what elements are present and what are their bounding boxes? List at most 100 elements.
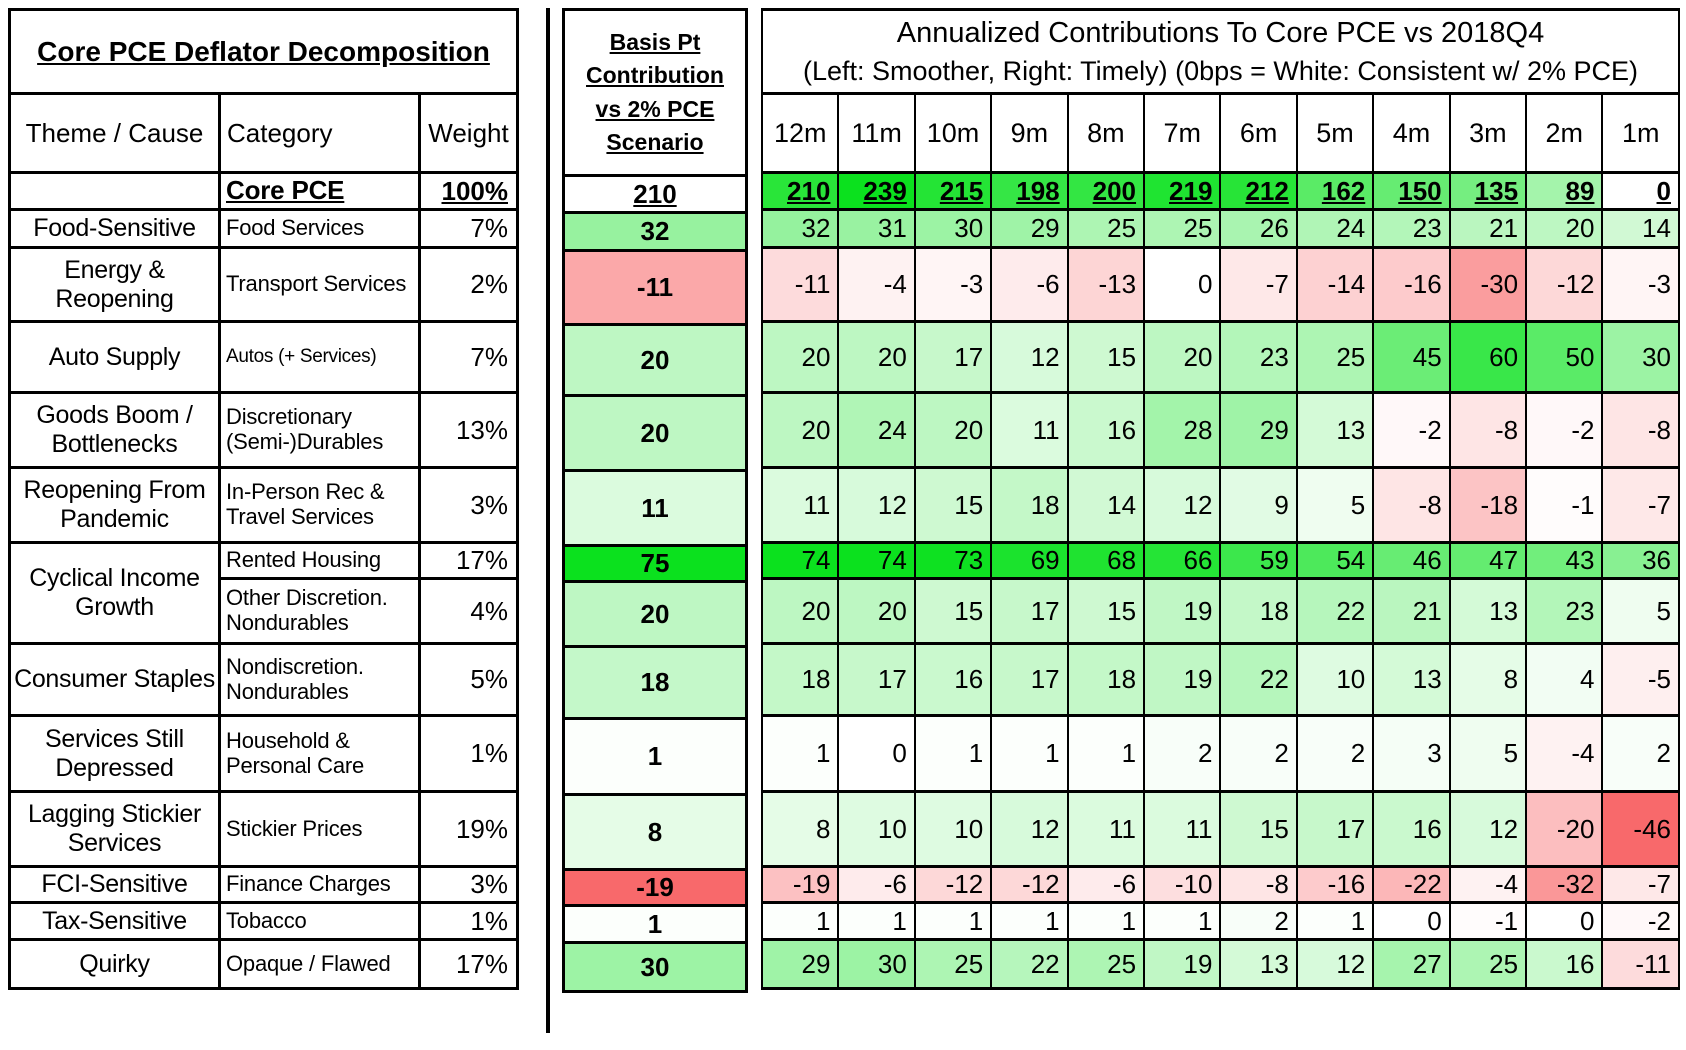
- heatmap-cell: 1: [913, 714, 993, 793]
- heatmap-cell: 47: [1448, 541, 1528, 580]
- heatmap-cell: -6: [1066, 865, 1146, 904]
- weight-cell: 5%: [418, 642, 519, 717]
- heatmap-cell: 89: [1525, 171, 1604, 211]
- theme-cell: Food-Sensitive: [8, 208, 221, 249]
- heatmap-cell: 16: [1372, 790, 1451, 868]
- month-header-cell: 1m: [1601, 92, 1680, 174]
- heatmap-cell: -4: [837, 246, 916, 323]
- heatmap-cell: -16: [1372, 246, 1451, 323]
- category-cell: Finance Charges: [218, 865, 421, 904]
- heatmap-cell: 219: [1143, 171, 1222, 211]
- heatmap-cell: 10: [913, 790, 993, 868]
- heatmap-cell: 11: [1143, 790, 1222, 868]
- heatmap-cell: 32: [760, 208, 840, 249]
- heatmap-cell: 29: [990, 208, 1069, 249]
- heatmap-cell: 19: [1143, 938, 1222, 990]
- heatmap-cell: 5: [1295, 466, 1375, 544]
- heatmap-cell: 18: [760, 642, 840, 717]
- heatmap-cell: 198: [990, 171, 1069, 211]
- heatmap-cell: 239: [837, 171, 916, 211]
- weight-cell: 2%: [418, 246, 519, 323]
- heatmap-cell: 16: [1066, 391, 1146, 469]
- heatmap-cell: 12: [990, 790, 1069, 868]
- heatmap-cell: 25: [1066, 938, 1146, 990]
- heatmap-cell: 20: [837, 320, 916, 394]
- column-header-category: Category: [218, 92, 421, 174]
- basis-point-cell: 75: [562, 544, 748, 583]
- heatmap-cell: 11: [1066, 790, 1146, 868]
- month-header-cell: 8m: [1066, 92, 1146, 174]
- heatmap-cell: -8: [1372, 466, 1451, 544]
- heatmap-cell: 25: [913, 938, 993, 990]
- heatmap-cell: 54: [1295, 541, 1375, 580]
- theme-cell: Auto Supply: [8, 320, 221, 394]
- heatmap-cell: 36: [1601, 541, 1680, 580]
- heatmap-cell: 74: [760, 541, 840, 580]
- heatmap-cell: 12: [1143, 466, 1222, 544]
- month-header-cell: 12m: [760, 92, 840, 174]
- heatmap-cell: -7: [1601, 466, 1680, 544]
- heatmap-cell: 20: [1143, 320, 1222, 394]
- heatmap-cell: -32: [1525, 865, 1604, 904]
- heatmap-cell: -19: [760, 865, 840, 904]
- heatmap-cell: 0: [1525, 901, 1604, 941]
- basis-point-cell: 20: [562, 323, 748, 397]
- heatmap-cell: -2: [1601, 901, 1680, 941]
- heatmap-cell: 10: [1295, 642, 1375, 717]
- heatmap-cell: 3: [1372, 714, 1451, 793]
- heatmap-cell: 135: [1448, 171, 1528, 211]
- theme-cell: [8, 171, 221, 211]
- heatmap-cell: 13: [1219, 938, 1298, 990]
- heatmap-cell: -6: [837, 865, 916, 904]
- heatmap-cell: 1: [1066, 901, 1146, 941]
- heatmap-cell: -8: [1601, 391, 1680, 469]
- heatmap-cell: 16: [1525, 938, 1604, 990]
- heatmap-cell: 150: [1372, 171, 1451, 211]
- heatmap-cell: -11: [760, 246, 840, 323]
- theme-cell: Lagging Stickier Services: [8, 790, 221, 868]
- heatmap-title: Annualized Contributions To Core PCE vs …: [761, 8, 1680, 95]
- panel-separator-line: [546, 8, 550, 1033]
- category-cell: In-Person Rec & Travel Services: [218, 466, 421, 544]
- heatmap-cell: -4: [1525, 714, 1604, 793]
- weight-cell: 1%: [418, 714, 519, 793]
- basis-point-cell: 32: [562, 211, 748, 252]
- category-cell: Food Services: [218, 208, 421, 249]
- month-header-cell: 2m: [1525, 92, 1604, 174]
- category-cell: Rented Housing: [218, 541, 421, 580]
- heatmap-cell: 16: [913, 642, 993, 717]
- weight-cell: 7%: [418, 208, 519, 249]
- heatmap-cell: -18: [1448, 466, 1528, 544]
- heatmap-cell: 12: [837, 466, 916, 544]
- heatmap-cell: 24: [837, 391, 916, 469]
- heatmap-cell: 1: [990, 901, 1069, 941]
- heatmap-cell: 17: [837, 642, 916, 717]
- theme-cell: Consumer Staples: [8, 642, 221, 717]
- heatmap-cell: -7: [1601, 865, 1680, 904]
- heatmap-cell: 66: [1143, 541, 1222, 580]
- heatmap-cell: 43: [1525, 541, 1604, 580]
- heatmap-cell: 26: [1219, 208, 1298, 249]
- heatmap-cell: 1: [837, 901, 916, 941]
- left-panel-title-text: Core PCE Deflator Decomposition: [37, 35, 490, 67]
- heatmap-cell: -5: [1601, 642, 1680, 717]
- heatmap-cell: -20: [1525, 790, 1604, 868]
- heatmap-cell: -7: [1219, 246, 1298, 323]
- month-header-cell: 3m: [1448, 92, 1528, 174]
- theme-cell: Quirky: [8, 938, 221, 990]
- category-cell: Core PCE: [218, 171, 421, 211]
- weight-cell: 7%: [418, 320, 519, 394]
- weight-cell: 1%: [418, 901, 519, 941]
- heatmap-cell: 215: [913, 171, 993, 211]
- heatmap-cell: 13: [1372, 642, 1451, 717]
- basis-point-cell: 20: [562, 394, 748, 472]
- heatmap-cell: 2: [1219, 901, 1298, 941]
- heatmap-cell: 2: [1143, 714, 1222, 793]
- heatmap-cell: 29: [760, 938, 840, 990]
- heatmap-title-line2: (Left: Smoother, Right: Timely) (0bps = …: [802, 55, 1639, 86]
- heatmap-cell: 19: [1143, 642, 1222, 717]
- category-cell: Other Discretion. Nondurables: [218, 577, 421, 645]
- heatmap-cell: 22: [1295, 577, 1375, 645]
- heatmap-cell: 30: [913, 208, 993, 249]
- month-header-cell: 11m: [837, 92, 916, 174]
